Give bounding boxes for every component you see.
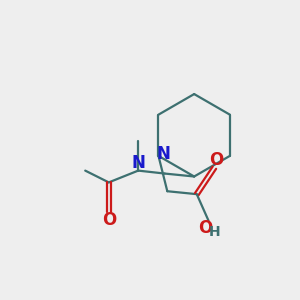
Text: H: H bbox=[209, 225, 221, 239]
Text: O: O bbox=[209, 151, 223, 169]
Text: O: O bbox=[102, 211, 116, 229]
Text: N: N bbox=[131, 154, 145, 172]
Text: O: O bbox=[198, 219, 212, 237]
Text: N: N bbox=[157, 145, 171, 163]
